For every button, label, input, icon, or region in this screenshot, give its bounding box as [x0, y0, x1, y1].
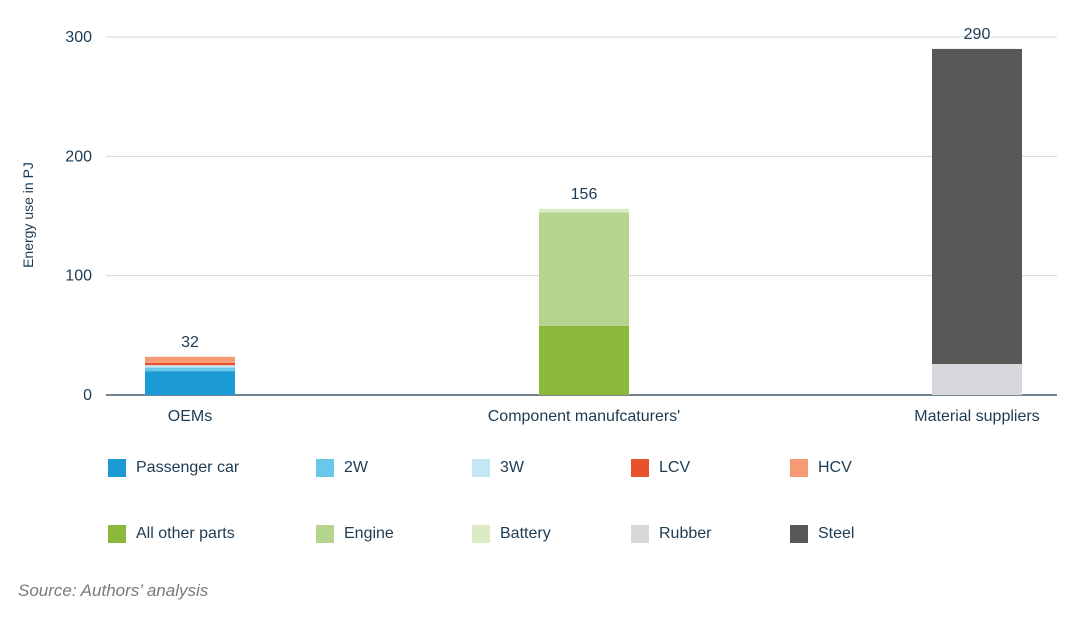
- y-tick-label-0: 0: [83, 387, 92, 404]
- y-axis-label: Energy use in PJ: [20, 162, 36, 268]
- legend-item-3: LCV: [631, 455, 690, 481]
- legend-swatch: [108, 459, 126, 477]
- legend-label: All other parts: [136, 525, 235, 542]
- data-label-total-2: 290: [964, 26, 991, 43]
- legend-label: 3W: [500, 459, 524, 476]
- y-tick-label-1: 100: [65, 268, 92, 285]
- source-note: Source: Authors’ analysis: [18, 581, 209, 600]
- x-tick-label-0: OEMs: [168, 408, 212, 425]
- legend-label: Steel: [818, 525, 855, 542]
- legend-item-0: Passenger car: [108, 455, 239, 481]
- legend-item-1: 2W: [316, 455, 368, 481]
- bar-segment-1-5: [539, 325, 629, 395]
- bar-segment-1-7: [539, 208, 629, 213]
- legend-item-6: Engine: [316, 521, 394, 547]
- legend-item-9: Steel: [790, 521, 854, 547]
- bar-segment-2-9: [932, 48, 1022, 364]
- legend-item-8: Rubber: [631, 521, 711, 547]
- legend-label: LCV: [659, 459, 691, 476]
- legend-swatch: [108, 525, 126, 543]
- x-tick-label-1: Component manufcaturers': [488, 408, 680, 425]
- chart: 0 100 200 300 32 156 290 OEMs Component manufc…: [20, 26, 1057, 425]
- bar-segment-0-0: [145, 371, 235, 395]
- x-axis-ticks: OEMs Component manufcaturers' Material sup…: [168, 408, 1040, 425]
- legend-item-5: All other parts: [108, 521, 235, 547]
- legend-swatch: [472, 459, 490, 477]
- legend-swatch: [316, 525, 334, 543]
- legend-swatch: [316, 459, 334, 477]
- legend-swatch: [472, 525, 490, 543]
- data-label-total-1: 156: [571, 186, 598, 203]
- y-tick-label-2: 200: [65, 148, 92, 165]
- bar-segment-0-3: [145, 362, 235, 366]
- legend-swatch: [631, 459, 649, 477]
- y-axis-ticks: 0 100 200 300: [65, 29, 92, 404]
- legend-label: 2W: [344, 459, 368, 476]
- data-labels: 32 156 290: [181, 26, 990, 351]
- bar-segment-0-4: [145, 356, 235, 363]
- legend-label: Rubber: [659, 525, 712, 542]
- legend-swatch: [631, 525, 649, 543]
- bar-segment-2-8: [932, 363, 1022, 395]
- legend-label: Battery: [500, 525, 551, 542]
- bars: [145, 48, 1022, 395]
- bar-segment-0-2: [145, 365, 235, 368]
- bar-segment-1-6: [539, 212, 629, 326]
- legend-label: Passenger car: [136, 459, 240, 476]
- y-tick-label-3: 300: [65, 29, 92, 46]
- legend-item-2: 3W: [472, 455, 524, 481]
- data-label-total-0: 32: [181, 334, 199, 351]
- legend-swatch: [790, 525, 808, 543]
- legend-label: HCV: [818, 459, 852, 476]
- legend-label: Engine: [344, 525, 394, 542]
- bar-segment-0-1: [145, 367, 235, 372]
- legend-item-4: HCV: [790, 455, 852, 481]
- legend-item-7: Battery: [472, 521, 551, 547]
- legend-swatch: [790, 459, 808, 477]
- x-tick-label-2: Material suppliers: [914, 408, 1039, 425]
